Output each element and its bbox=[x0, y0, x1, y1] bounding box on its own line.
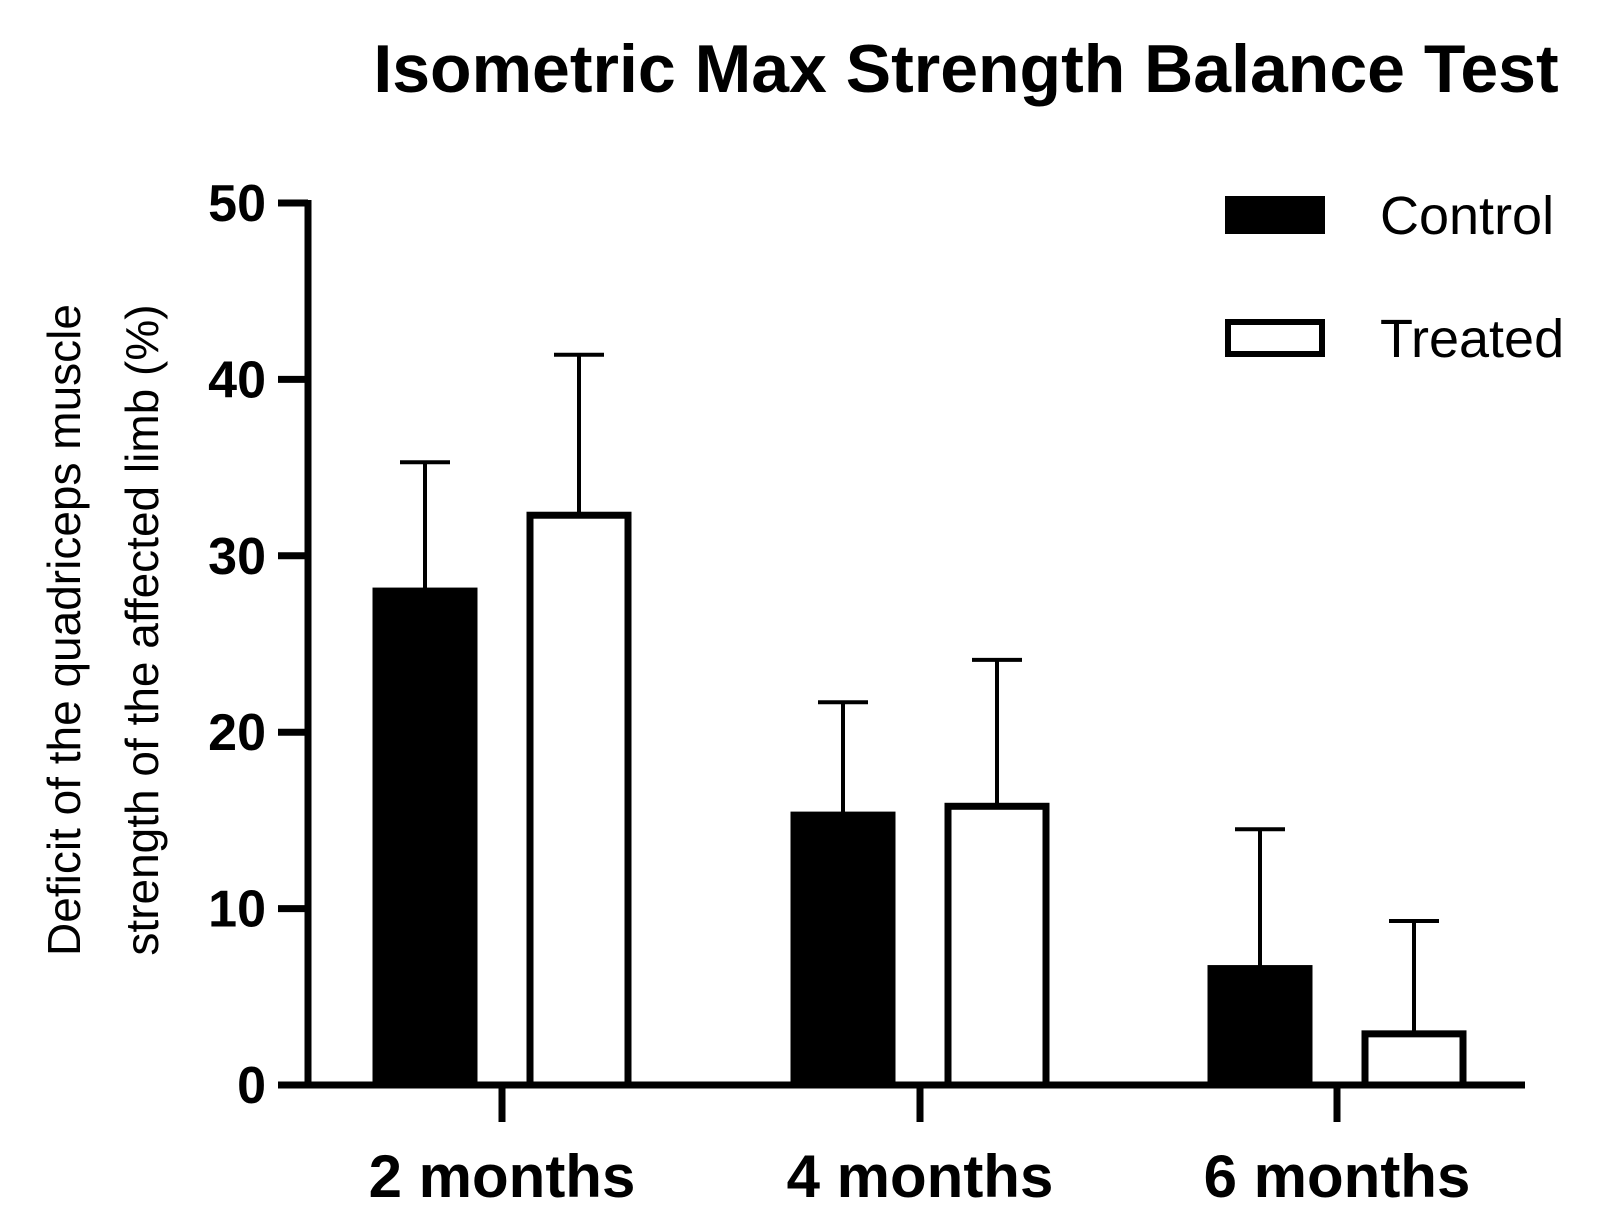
bar-treated-6-months bbox=[1361, 1030, 1467, 1089]
bar-control-2-months bbox=[372, 587, 478, 1089]
y-tick-label-30: 30 bbox=[208, 528, 266, 586]
error-bars-layer bbox=[400, 352, 1439, 1034]
bar-control-4-months bbox=[790, 811, 896, 1089]
y-tick-label-0: 0 bbox=[237, 1057, 266, 1115]
y-tick-label-20: 20 bbox=[208, 704, 266, 762]
axes-layer bbox=[278, 199, 1525, 1122]
bar-control-6-months bbox=[1207, 965, 1313, 1089]
x-tick-label-2-months: 2 months bbox=[369, 1143, 636, 1210]
legend-swatch-treated bbox=[1225, 319, 1325, 357]
x-tick-label-4-months: 4 months bbox=[787, 1143, 1054, 1210]
y-axis-label-line-2: strength of the affected limb (%) bbox=[116, 304, 168, 955]
y-tick-label-10: 10 bbox=[208, 881, 266, 939]
legend-swatch-control bbox=[1225, 196, 1325, 234]
bar-treated-2-months bbox=[526, 511, 632, 1089]
x-tick-label-6-months: 6 months bbox=[1204, 1143, 1471, 1210]
bars-layer bbox=[372, 511, 1467, 1089]
chart-title: Isometric Max Strength Balance Test bbox=[373, 31, 1558, 107]
y-tick-label-40: 40 bbox=[208, 351, 266, 409]
legend-label-treated: Treated bbox=[1380, 309, 1564, 369]
legend: Control Treated bbox=[1225, 186, 1564, 369]
legend-label-control: Control bbox=[1380, 186, 1554, 246]
y-tick-label-50: 50 bbox=[208, 175, 266, 233]
y-axis-label-line-1: Deficit of the quadriceps muscle bbox=[38, 304, 90, 956]
tick-labels-layer: 0 10 20 30 40 50 2 months 4 months 6 months bbox=[208, 175, 1470, 1210]
bar-treated-4-months bbox=[944, 802, 1050, 1089]
